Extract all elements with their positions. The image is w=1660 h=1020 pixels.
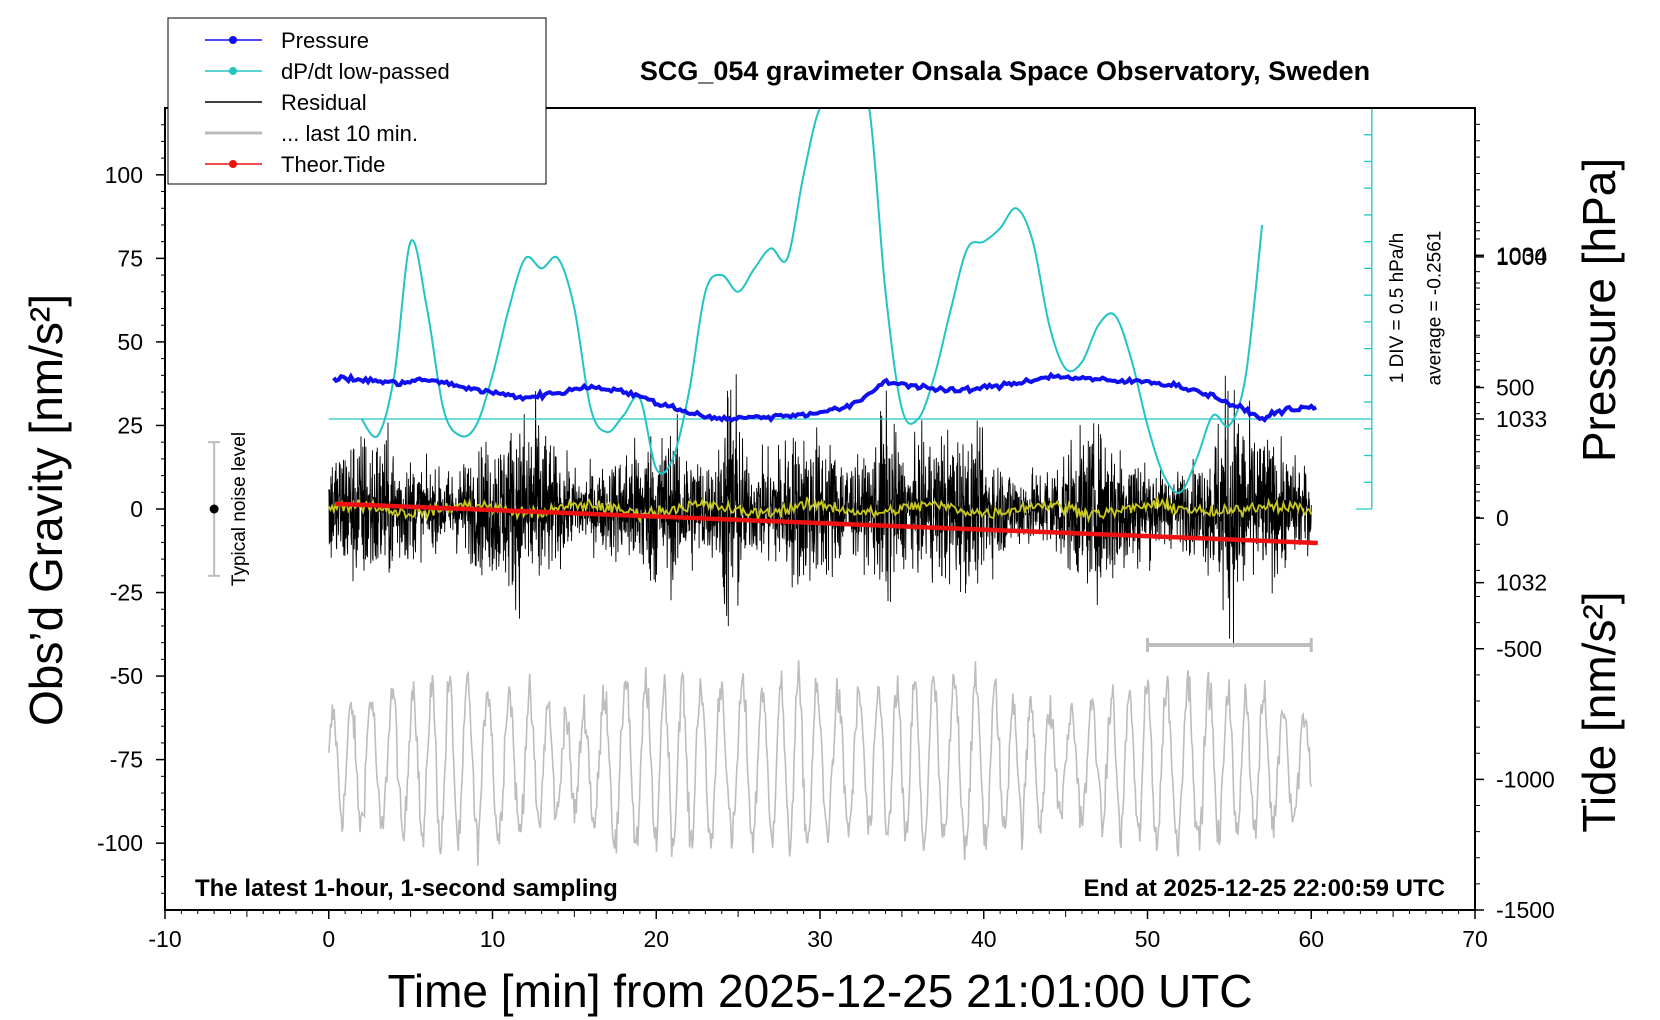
- y-tick-label: 25: [117, 412, 143, 438]
- x-axis-title: Time [min] from 2025-12-25 21:01:00 UTC: [388, 965, 1253, 1017]
- pressure-line: [332, 371, 1318, 423]
- y-axis-title: Obs’d Gravity [nm/s²]: [20, 294, 72, 726]
- tide-tick-label: 1000: [1496, 244, 1547, 270]
- legend-item: ... last 10 min.: [205, 121, 418, 146]
- x-tick-label: 60: [1298, 926, 1324, 952]
- legend-label: Residual: [281, 90, 367, 115]
- legend-label: ... last 10 min.: [281, 121, 418, 146]
- y-tick-label: 100: [105, 162, 143, 188]
- footer-left: The latest 1-hour, 1-second sampling: [195, 875, 618, 902]
- dpdt-scale-label: 1 DIV = 0.5 hPa/h: [1387, 233, 1408, 384]
- y-tick-label: 50: [117, 329, 143, 355]
- pressure-tick-label: 1033: [1496, 406, 1547, 432]
- dpdt-line: [360, 108, 1264, 494]
- chart-title: SCG_054 gravimeter Onsala Space Observat…: [640, 56, 1370, 86]
- tide-tick-label: -1000: [1496, 766, 1555, 792]
- y-tick-label: 0: [130, 496, 143, 522]
- x-tick-label: 0: [322, 926, 335, 952]
- legend-label: Theor.Tide: [281, 152, 385, 177]
- y-tick-label: -25: [110, 580, 143, 606]
- noise-level-indicator: Typical noise level: [208, 432, 250, 586]
- residual-smoothed-line: [327, 496, 1313, 524]
- x-tick-label: 20: [643, 926, 669, 952]
- tide-tick-label: 500: [1496, 375, 1534, 401]
- legend-marker: [229, 160, 237, 168]
- last-10-min-line: [328, 660, 1313, 866]
- legend-marker: [229, 36, 237, 44]
- x-tick-label: 10: [480, 926, 506, 952]
- y-tick-label: -50: [110, 663, 143, 689]
- tide-axis-title: Tide [nm/s²]: [1573, 591, 1625, 832]
- x-tick-label: 40: [971, 926, 997, 952]
- tide-line: [335, 501, 1318, 546]
- last-10-min-bar: [1146, 638, 1313, 652]
- legend-marker: [229, 67, 237, 75]
- y-tick-label: -75: [110, 747, 143, 773]
- legend-item: Residual: [205, 90, 367, 115]
- noise-dot: [209, 504, 219, 514]
- x-tick-label: 50: [1135, 926, 1161, 952]
- noise-label: Typical noise level: [229, 432, 250, 586]
- tide-tick-label: -1500: [1496, 897, 1555, 923]
- x-tick-label: 30: [807, 926, 833, 952]
- x-tick-label: -10: [148, 926, 181, 952]
- dpdt-average-label: average = -0.2561: [1425, 231, 1446, 386]
- dpdt-scale-axis: 1 DIV = 0.5 hPa/h average = -0.2561: [1355, 107, 1446, 510]
- residual-line: [328, 374, 1312, 648]
- x-tick-label: 70: [1462, 926, 1488, 952]
- y-tick-label: -100: [97, 830, 143, 856]
- legend-label: Pressure: [281, 28, 369, 53]
- plot-area: [327, 108, 1372, 866]
- tide-tick-label: 0: [1496, 505, 1509, 531]
- y-tick-label: 75: [117, 245, 143, 271]
- legend-item: Pressure: [205, 28, 369, 53]
- legend-item: Theor.Tide: [205, 152, 385, 177]
- footer-right: End at 2025-12-25 22:00:59 UTC: [1084, 875, 1446, 902]
- pressure-tick-label: 1032: [1496, 570, 1547, 596]
- tide-tick-label: -500: [1496, 636, 1542, 662]
- legend-box: [167, 17, 547, 185]
- legend-label: dP/dt low-passed: [281, 59, 450, 84]
- pressure-axis-title: Pressure [hPa]: [1573, 158, 1625, 462]
- pressure-tick-label: 1034: [1496, 242, 1547, 268]
- legend-item: dP/dt low-passed: [205, 59, 450, 84]
